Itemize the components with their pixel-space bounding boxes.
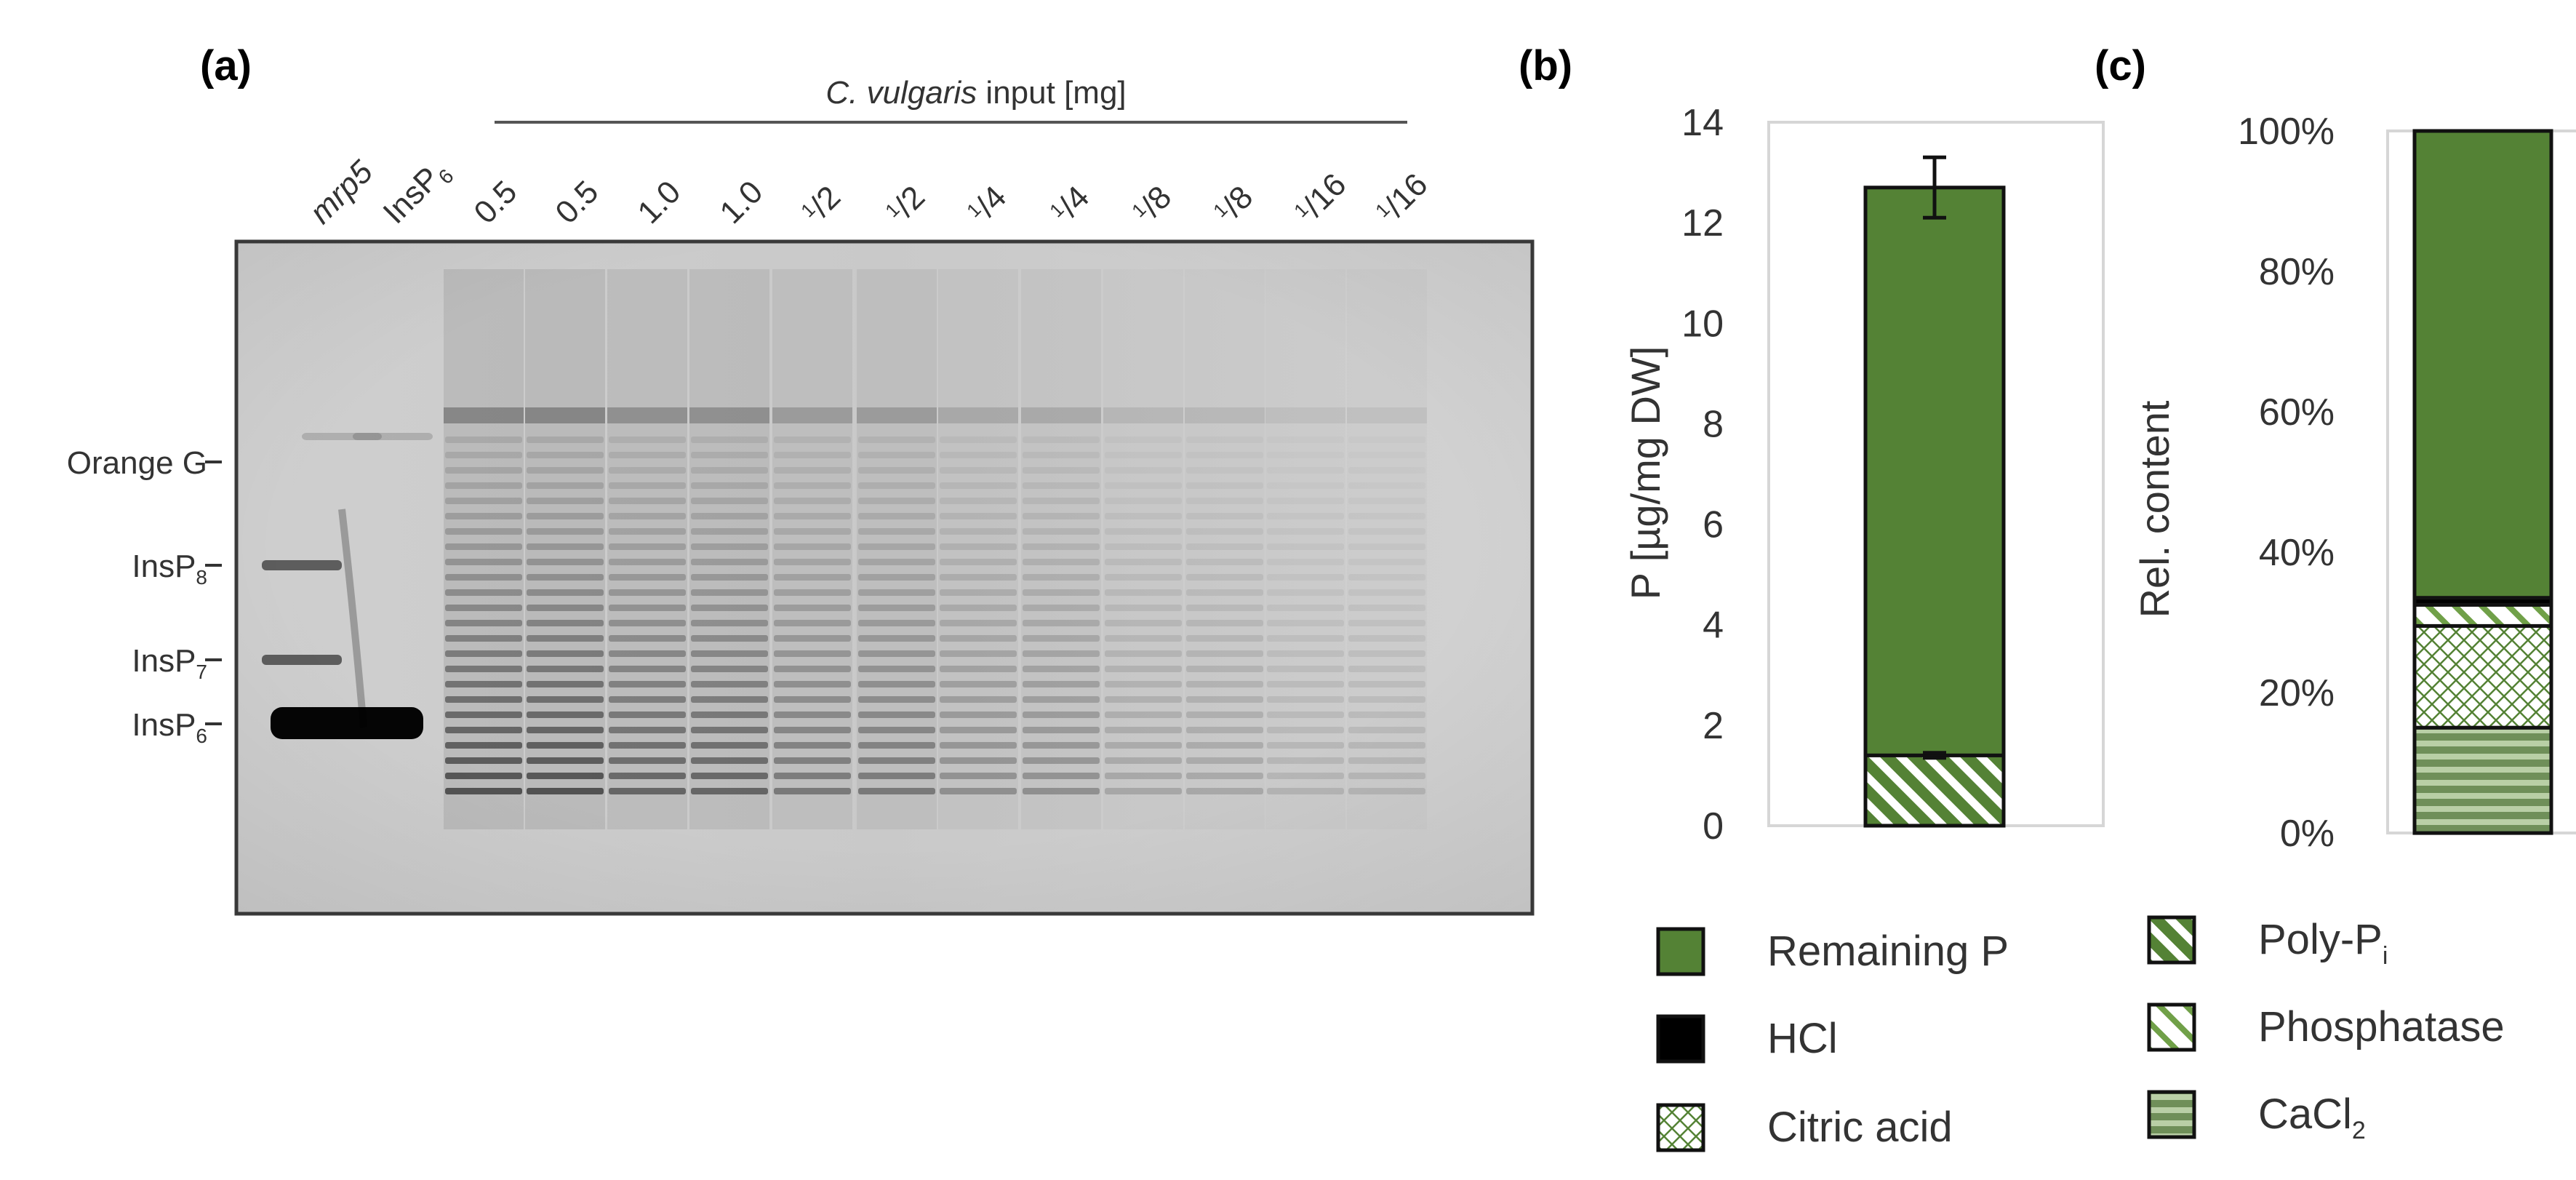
chart-c-ylabel: Rel. content bbox=[2132, 400, 2177, 618]
lane-label: 1/16 bbox=[1289, 167, 1353, 231]
legend-label: Remaining P bbox=[1767, 928, 2009, 975]
chart-b-ytick: 6 bbox=[1703, 504, 1724, 546]
gel-header: C. vulgaris input [mg] bbox=[825, 75, 1126, 111]
gel-image bbox=[234, 239, 1535, 916]
chart-c-yticks: 0% 20% 40% 60% 80% 100% bbox=[2238, 111, 2335, 855]
lane-label: mrp5 bbox=[303, 154, 380, 231]
legend-swatch bbox=[1656, 1103, 1705, 1152]
panel-label-a: (a) bbox=[200, 42, 252, 89]
chart-c-bar-remaining-p bbox=[2412, 129, 2553, 600]
lane-label: 1/8 bbox=[1127, 179, 1178, 231]
chart-b-ytick: 10 bbox=[1681, 303, 1724, 345]
lane-label: 0.5 bbox=[467, 174, 524, 231]
legend-label: HCl bbox=[1767, 1015, 1838, 1062]
marker-label: Orange G bbox=[67, 445, 207, 481]
legend-swatch bbox=[2147, 1090, 2196, 1139]
legend-swatch bbox=[2147, 1002, 2196, 1052]
chart-c-bar-citric-acid bbox=[2412, 623, 2553, 730]
chart-b-ytick: 2 bbox=[1703, 705, 1724, 747]
chart-b-bar-poly-pi bbox=[1863, 753, 2006, 828]
lane-label: 1/4 bbox=[1044, 179, 1096, 231]
legend-label: Phosphatase bbox=[2258, 1003, 2505, 1051]
lane-label: 1/8 bbox=[1208, 179, 1260, 231]
legend-swatch bbox=[2147, 915, 2196, 965]
chart-c-bars bbox=[2412, 129, 2553, 835]
chart-b-ytick: 12 bbox=[1681, 202, 1724, 244]
lane-label: 1/4 bbox=[961, 179, 1013, 231]
chart-c-ytick: 80% bbox=[2259, 251, 2335, 293]
chart-b-ytick: 4 bbox=[1703, 605, 1724, 647]
gel-vignette bbox=[236, 242, 1532, 914]
lane-label: 1.0 bbox=[631, 174, 687, 231]
lane-label: InsP6 bbox=[376, 152, 457, 234]
chart-b-ytick: 8 bbox=[1703, 403, 1724, 445]
marker-label: InsP8 bbox=[132, 549, 207, 589]
chart-c-bar-phosphatase bbox=[2412, 602, 2553, 628]
lane-label: 0.5 bbox=[548, 174, 605, 231]
chart-b-bar-remaining-p bbox=[1863, 186, 2006, 757]
marker-label: InsP6 bbox=[132, 707, 207, 747]
legend-swatch bbox=[1656, 927, 1705, 976]
lane-label: 1/2 bbox=[796, 179, 847, 231]
chart-c-ytick: 60% bbox=[2259, 391, 2335, 434]
lane-label: 1/16 bbox=[1370, 167, 1434, 231]
chart-b-ytick: 14 bbox=[1681, 102, 1724, 144]
chart-c-ytick: 20% bbox=[2259, 672, 2335, 714]
panel-label-b: (b) bbox=[1519, 42, 1572, 89]
chart-c-ytick: 40% bbox=[2259, 532, 2335, 574]
chart-b-ylabel: P [µg/mg DW] bbox=[1623, 346, 1668, 600]
gel-markers: Orange G InsP8 InsP7 InsP6 bbox=[67, 445, 222, 747]
chart-c-ytick: 100% bbox=[2238, 111, 2335, 153]
legend-label: CaCl2 bbox=[2258, 1091, 2366, 1144]
chart-b-yticks: 0 2 4 6 8 10 12 14 bbox=[1681, 102, 1724, 848]
marker-label: InsP7 bbox=[132, 643, 207, 683]
legend: Remaining P Poly-Pi HCl Phosphatase Citric a… bbox=[1656, 915, 2505, 1152]
lane-label: 1/2 bbox=[880, 179, 932, 231]
legend-swatch bbox=[1656, 1014, 1705, 1064]
chart-c-bar-cacl2 bbox=[2412, 725, 2553, 835]
chart-b-bars bbox=[1863, 155, 2006, 828]
panel-label-c: (c) bbox=[2095, 42, 2146, 89]
chart-b-ytick: 0 bbox=[1703, 805, 1724, 848]
chart-c-ytick: 0% bbox=[2280, 813, 2335, 855]
legend-label: Poly-Pi bbox=[2258, 916, 2388, 970]
legend-label: Citric acid bbox=[1767, 1104, 1953, 1151]
lane-label: 1.0 bbox=[713, 174, 769, 231]
